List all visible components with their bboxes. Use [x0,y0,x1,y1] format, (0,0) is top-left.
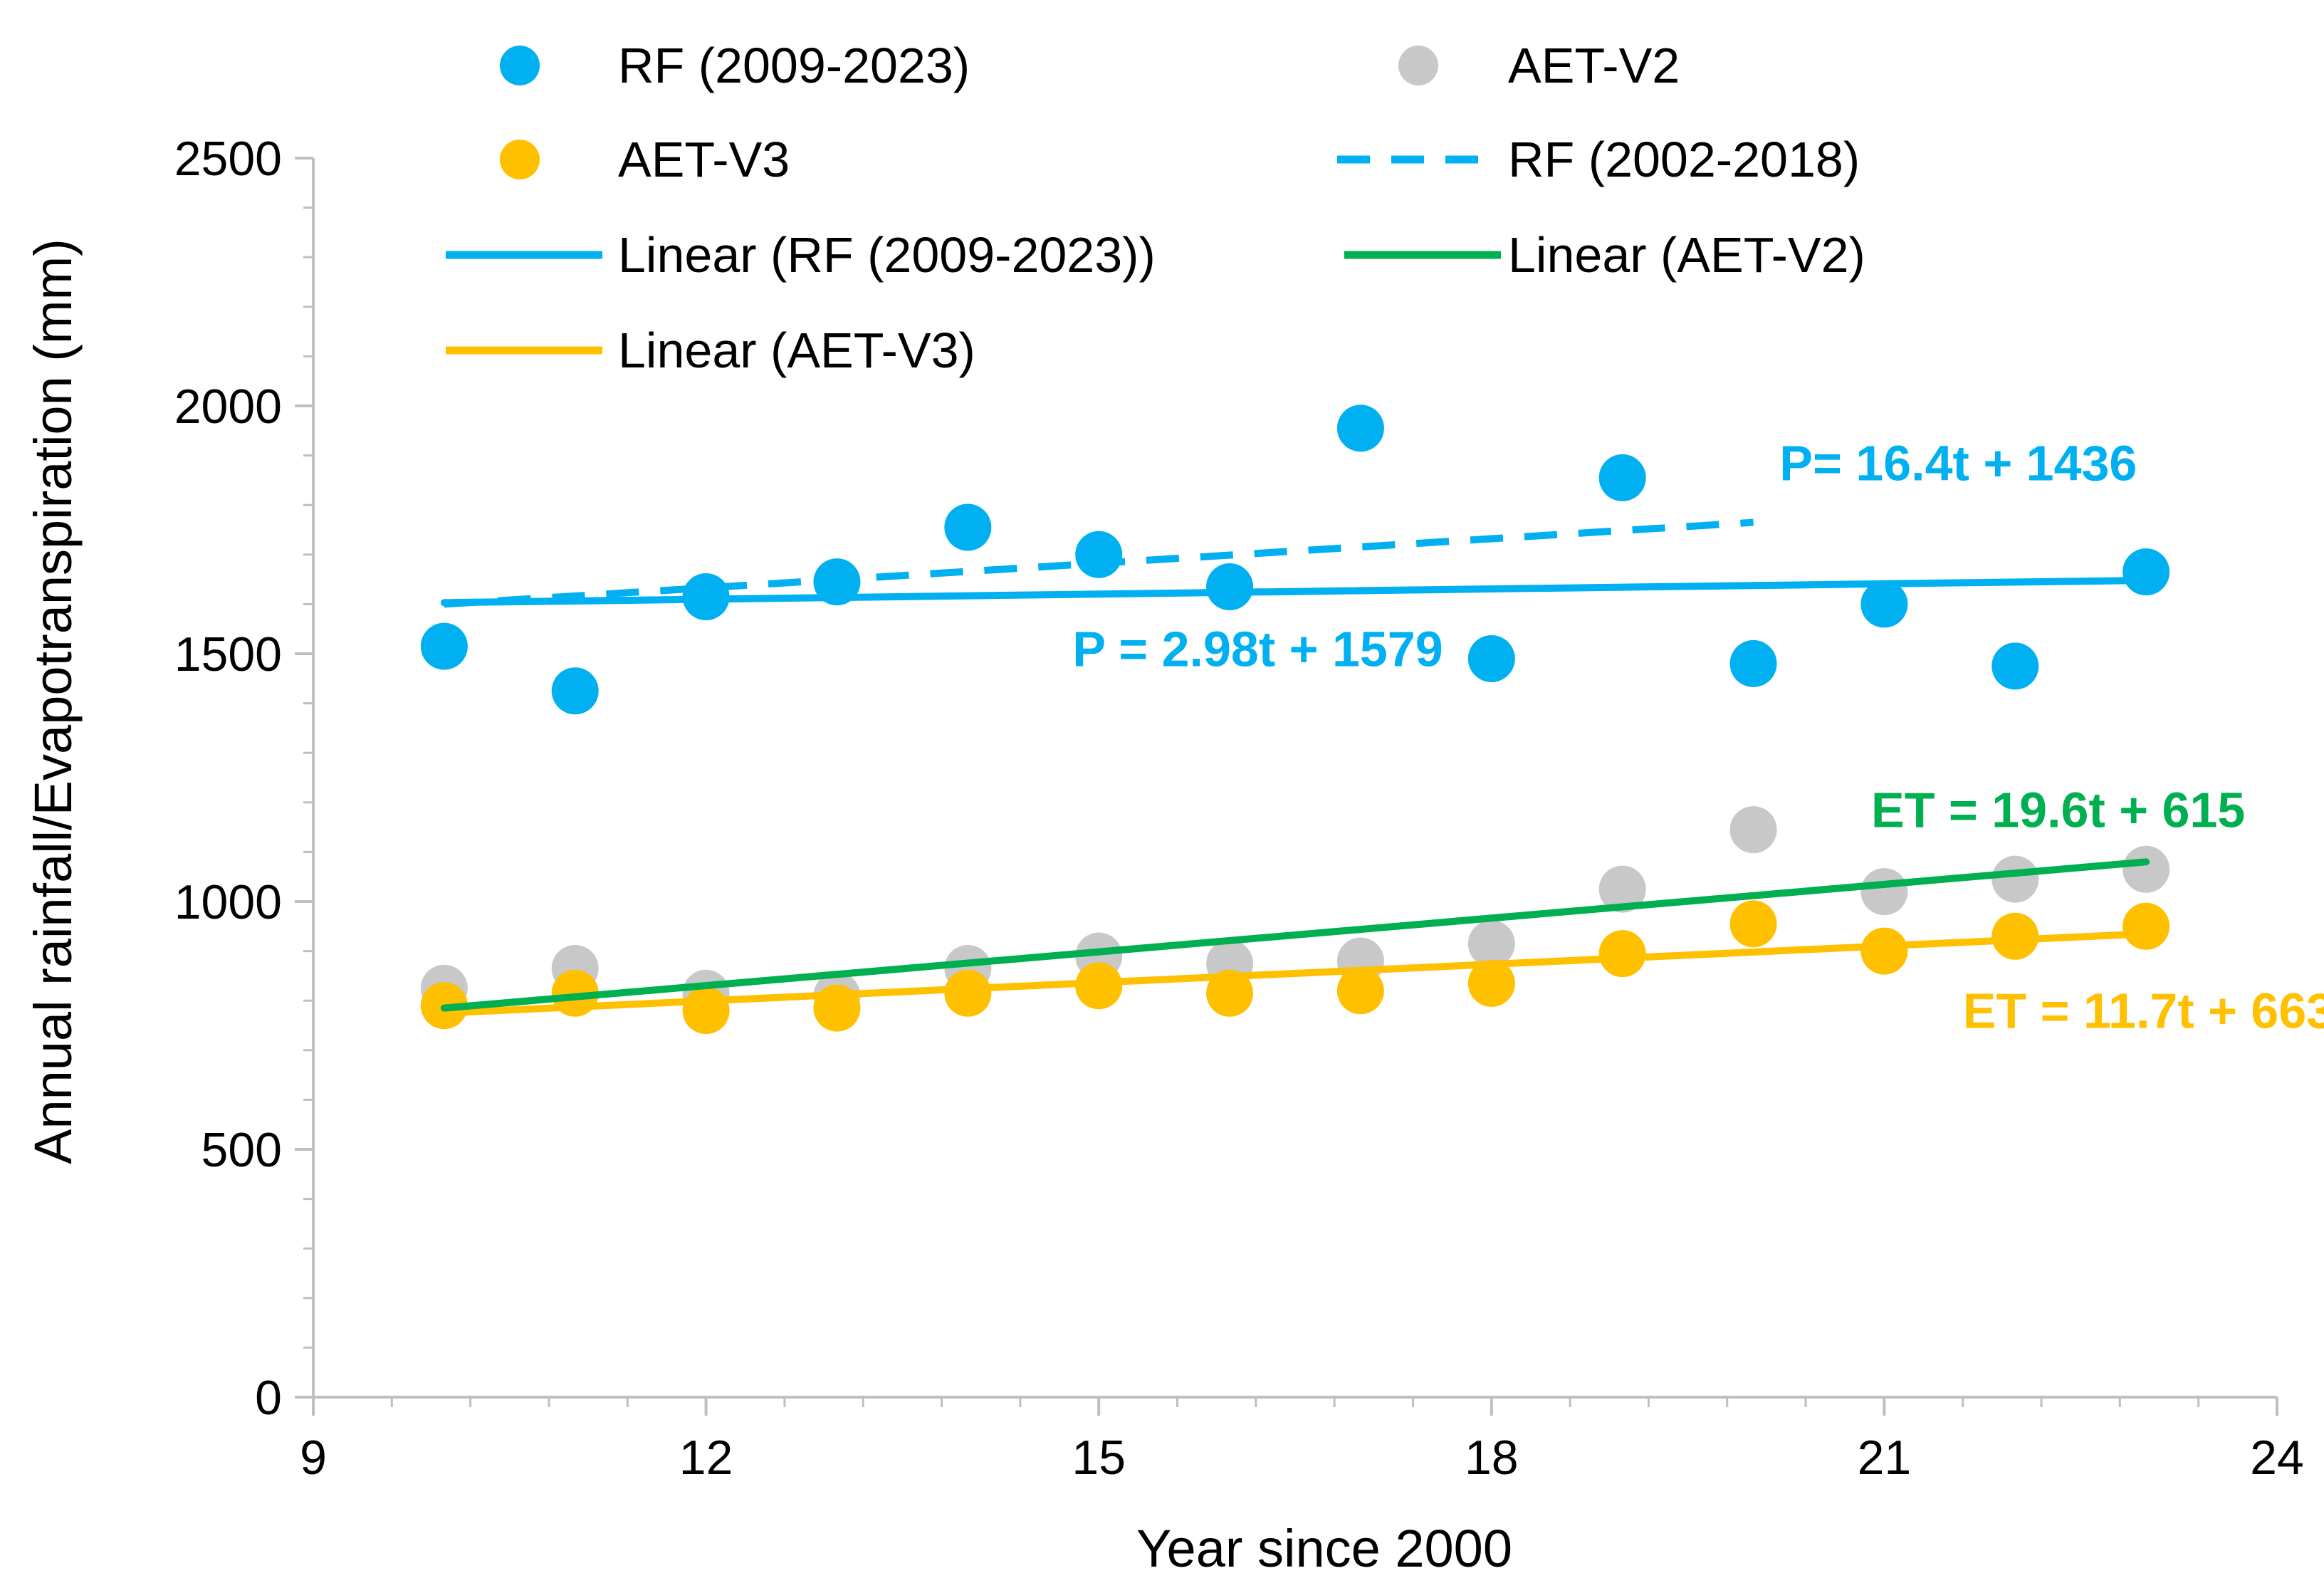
data-point [2123,548,2170,596]
annotations: P= 16.4t + 1436 P = 2.98t + 1579 ET = 19.6… [1072,435,2324,1038]
data-point [1598,454,1646,501]
data-point [1991,642,2039,690]
data-point [1598,930,1646,978]
legend-item: Linear (AET-V3) [446,323,975,378]
data-point [1206,969,1254,1017]
legend-label: RF (2009-2023) [618,38,970,93]
x-tick-label: 15 [1072,1431,1126,1485]
data-point [1075,531,1123,578]
trend-equation-label: P = 2.98t + 1579 [1072,621,1443,677]
data-point [944,969,992,1017]
data-point [682,987,730,1035]
data-point [1991,855,2039,903]
data-point [1860,927,1908,975]
x-tick-label: 12 [679,1431,733,1485]
series-aet-v3 [420,900,2170,1035]
legend-item: Linear (AET-V2) [1344,227,1865,283]
x-tick-label: 18 [1465,1431,1519,1485]
data-point [1991,912,2039,960]
data-point [1467,959,1515,1007]
series-layer [420,404,2170,1035]
legend-swatch [500,140,540,179]
x-tick-label: 9 [300,1431,327,1485]
data-point [1467,634,1515,682]
trend-equation-label: P= 16.4t + 1436 [1779,435,2137,491]
data-point [944,503,992,551]
legend-item: AET-V3 [500,132,790,187]
y-axis-title: Annual rainfall/Evapotranspiration (mm) [23,239,83,1164]
legend-item: Linear (RF (2009-2023)) [446,227,1156,283]
trend-equation-label: ET = 19.6t + 615 [1871,783,2245,838]
data-point [1336,404,1384,452]
legend-label: RF (2002-2018) [1508,132,1860,187]
y-tick-label: 1500 [174,627,282,681]
series-line-linear-aet-v3 [440,930,2150,1017]
series-line-rf-2002-2018 [444,518,1754,608]
y-tick-label: 0 [255,1371,282,1425]
legend-item: AET-V2 [1398,38,1680,93]
data-point [1336,967,1384,1015]
legend-swatch [500,46,540,85]
x-tick-label: 21 [1858,1431,1912,1485]
y-tick-label: 2000 [174,380,282,434]
legend-label: Linear (RF (2009-2023)) [618,227,1156,283]
series-line-linear-rf-2009-2023 [440,576,2150,607]
x-tick-label: 24 [2250,1431,2304,1485]
x-axis-title: Year since 2000 [1136,1519,1512,1578]
series-rf-2009-2023 [420,404,2170,715]
legend-item: RF (2009-2023) [500,38,970,93]
y-tick-label: 1000 [174,875,282,929]
data-point [551,667,599,715]
y-tick-label: 2500 [174,132,282,186]
data-point [1598,865,1646,913]
data-point [2123,902,2170,950]
legend: RF (2009-2023) AET-V2 AET-V3 RF (2002-2018)… [446,38,1865,378]
data-point [420,622,468,670]
legend-label: AET-V2 [1508,38,1680,93]
data-point [1729,900,1777,948]
data-point [1729,806,1777,854]
legend-label: AET-V3 [618,132,790,187]
data-point [1860,580,1908,628]
legend-label: Linear (AET-V2) [1508,227,1865,283]
trend-equation-label: ET = 11.7t + 663 [1963,983,2324,1038]
axes: 0 500 1000 1500 2000 2500 9 12 15 18 21 24 [174,132,2304,1485]
data-point [1206,563,1254,611]
data-point [1860,868,1908,916]
series-line-linear-aet-v2 [440,858,2150,1012]
legend-item: RF (2002-2018) [1337,132,1860,187]
data-point [1467,920,1515,968]
data-point [1729,639,1777,687]
legend-label: Linear (AET-V3) [618,323,975,378]
legend-swatch [1398,46,1438,85]
y-tick-label: 500 [201,1123,282,1177]
data-point [2123,845,2170,893]
